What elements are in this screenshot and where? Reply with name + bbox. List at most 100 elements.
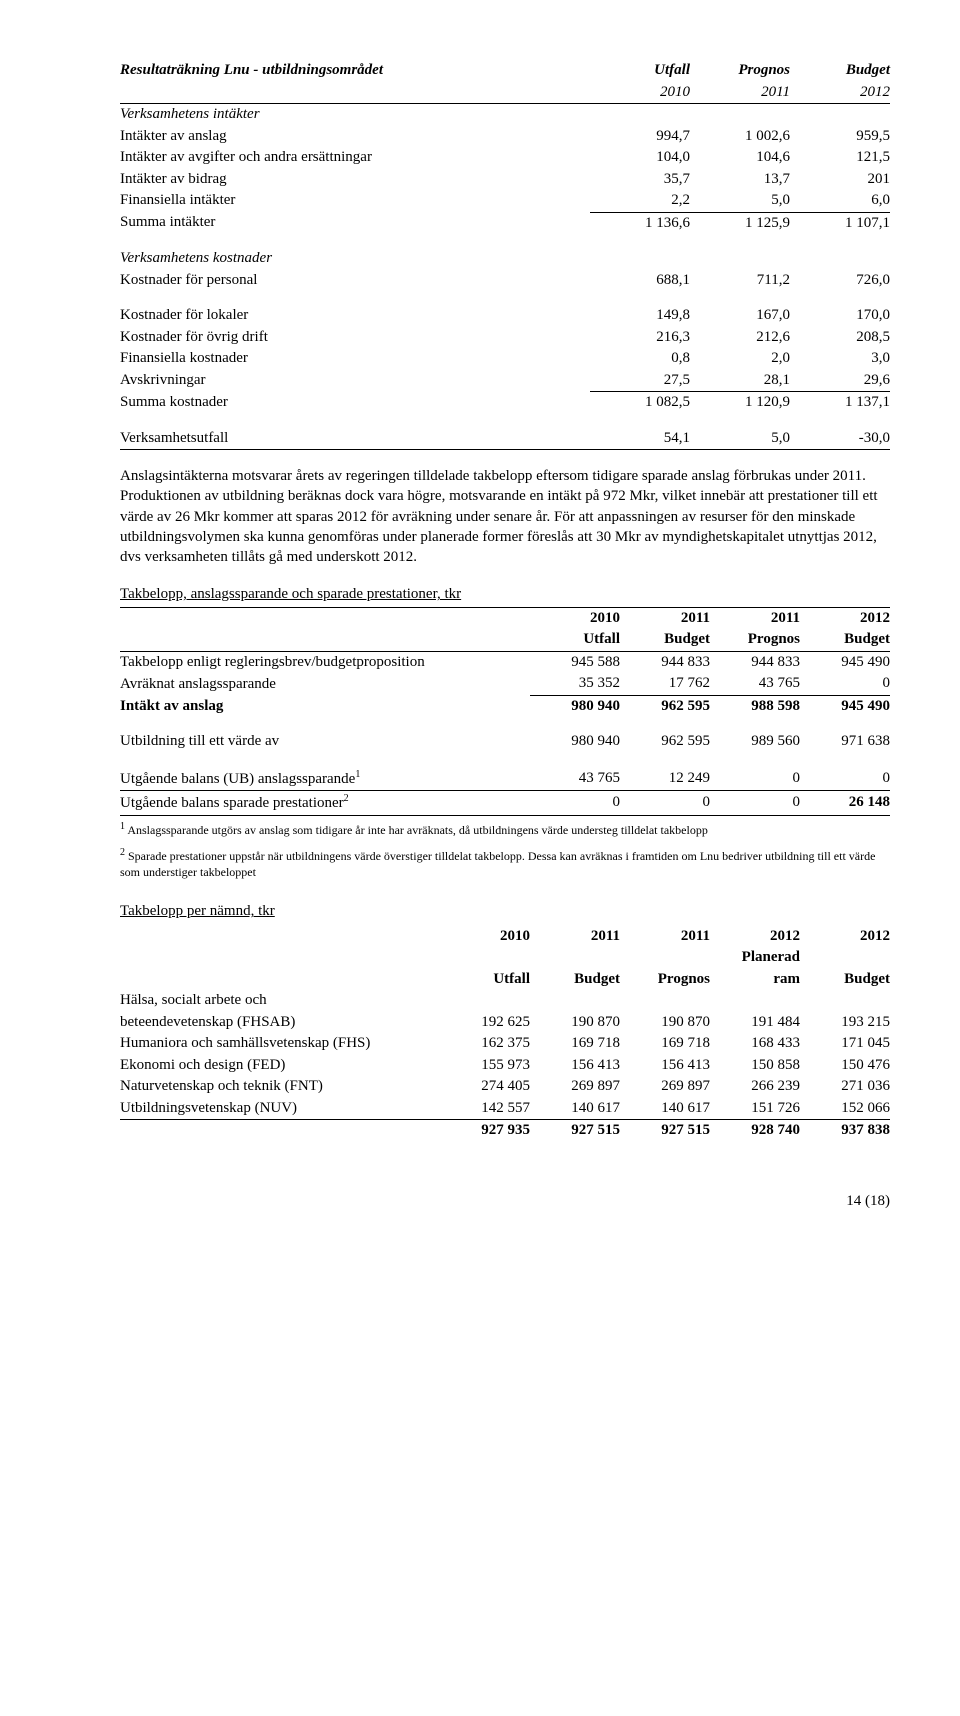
- cell: 140 617: [620, 1098, 710, 1120]
- col-subheader: Planerad: [710, 947, 800, 969]
- col-header: Prognos: [690, 60, 790, 82]
- footnote-text: Sparade prestationer uppstår när utbildn…: [120, 849, 875, 879]
- cell: 43 765: [530, 767, 620, 791]
- cell: 971 638: [800, 731, 890, 753]
- cell: 0: [620, 791, 710, 816]
- row-label-text: Utgående balans (UB) anslagssparande: [120, 771, 355, 787]
- cell: 167,0: [690, 305, 790, 327]
- cell: 169 718: [620, 1033, 710, 1055]
- cell: 193 215: [800, 1012, 890, 1034]
- table2-title: Takbelopp, anslagssparande och sparade p…: [120, 585, 890, 605]
- cell: 150 476: [800, 1055, 890, 1077]
- row-label: Verksamhetsutfall: [120, 428, 590, 450]
- cell: 988 598: [710, 695, 800, 717]
- cell: 945 588: [530, 651, 620, 673]
- cell: 980 940: [530, 695, 620, 717]
- cell: 168 433: [710, 1033, 800, 1055]
- cell: 962 595: [620, 695, 710, 717]
- table3-title: Takbelopp per nämnd, tkr: [120, 902, 890, 922]
- cell: 989 560: [710, 731, 800, 753]
- col-subheader: Budget: [800, 629, 890, 651]
- col-subheader: Prognos: [620, 969, 710, 991]
- cell: 269 897: [530, 1076, 620, 1098]
- cell: 156 413: [530, 1055, 620, 1077]
- cell: 43 765: [710, 673, 800, 695]
- cell: 142 557: [440, 1098, 530, 1120]
- cell: 17 762: [620, 673, 710, 695]
- cell: 274 405: [440, 1076, 530, 1098]
- cell: 29,6: [790, 370, 890, 392]
- cell: 1 002,6: [690, 126, 790, 148]
- cell: 959,5: [790, 126, 890, 148]
- cell: 150 858: [710, 1055, 800, 1077]
- cell: 1 082,5: [590, 392, 690, 414]
- row-label: Intäkter av bidrag: [120, 169, 590, 191]
- cell: 171 045: [800, 1033, 890, 1055]
- row-label: Summa kostnader: [120, 392, 590, 414]
- page-number: 14 (18): [120, 1192, 890, 1212]
- row-label: Kostnader för personal: [120, 270, 590, 292]
- cell: 190 870: [620, 1012, 710, 1034]
- takbelopp-table: 2010 2011 2011 2012 Utfall Budget Progno…: [120, 607, 890, 816]
- cell: 266 239: [710, 1076, 800, 1098]
- col-subheader: Utfall: [530, 629, 620, 651]
- cell: 6,0: [790, 190, 890, 212]
- cell: 216,3: [590, 327, 690, 349]
- row-label: Hälsa, socialt arbete och: [120, 990, 440, 1012]
- cell: 169 718: [530, 1033, 620, 1055]
- cell: 726,0: [790, 270, 890, 292]
- per-namnd-table: 2010 2011 2011 2012 2012 Planerad Utfall…: [120, 926, 890, 1142]
- cell: 1 137,1: [790, 392, 890, 414]
- cell: 5,0: [690, 190, 790, 212]
- sum-cell: 927 515: [620, 1120, 710, 1142]
- blank-cell: [120, 82, 590, 104]
- section-title: Verksamhetens intäkter: [120, 104, 590, 126]
- cell: 104,6: [690, 147, 790, 169]
- cell: 3,0: [790, 348, 890, 370]
- row-label: Kostnader för lokaler: [120, 305, 590, 327]
- row-label: Intäkter av avgifter och andra ersättnin…: [120, 147, 590, 169]
- col-header: Utfall: [590, 60, 690, 82]
- cell: 191 484: [710, 1012, 800, 1034]
- cell: 156 413: [620, 1055, 710, 1077]
- col-header: 2010: [530, 607, 620, 629]
- cell: 0: [710, 791, 800, 816]
- cell: 945 490: [800, 695, 890, 717]
- sum-cell: 928 740: [710, 1120, 800, 1142]
- col-header: 2011: [620, 926, 710, 948]
- col-subheader: Utfall: [440, 969, 530, 991]
- cell: 192 625: [440, 1012, 530, 1034]
- cell: 155 973: [440, 1055, 530, 1077]
- cell: 104,0: [590, 147, 690, 169]
- cell: 962 595: [620, 731, 710, 753]
- col-header: 2011: [530, 926, 620, 948]
- footnote-2: 2 Sparade prestationer uppstår när utbil…: [120, 846, 890, 880]
- footnote-1: 1 Anslagssparande utgörs av anslag som t…: [120, 820, 890, 838]
- cell: 149,8: [590, 305, 690, 327]
- cell: 269 897: [620, 1076, 710, 1098]
- footnote-text: Anslagssparande utgörs av anslag som tid…: [125, 823, 708, 837]
- row-label: Avräknat anslagssparande: [120, 673, 530, 695]
- row-label: Finansiella intäkter: [120, 190, 590, 212]
- cell: 2,0: [690, 348, 790, 370]
- cell: 35 352: [530, 673, 620, 695]
- cell: 5,0: [690, 428, 790, 450]
- col-subheader: Budget: [620, 629, 710, 651]
- cell: 1 125,9: [690, 212, 790, 234]
- cell: 151 726: [710, 1098, 800, 1120]
- row-label: Utbildningsvetenskap (NUV): [120, 1098, 440, 1120]
- col-subheader: Budget: [800, 969, 890, 991]
- cell: 945 490: [800, 651, 890, 673]
- body-paragraph: Anslagsintäkterna motsvarar årets av reg…: [120, 466, 890, 567]
- cell: 944 833: [620, 651, 710, 673]
- col-header: Budget: [790, 60, 890, 82]
- row-label: Humaniora och samhällsvetenskap (FHS): [120, 1033, 440, 1055]
- cell: 0: [530, 791, 620, 816]
- cell: 140 617: [530, 1098, 620, 1120]
- row-label: Intäkt av anslag: [120, 695, 530, 717]
- cell: 190 870: [530, 1012, 620, 1034]
- cell: 711,2: [690, 270, 790, 292]
- cell: 0: [800, 673, 890, 695]
- row-label-text: Utgående balans sparade prestationer: [120, 795, 344, 811]
- col-subheader: Prognos: [710, 629, 800, 651]
